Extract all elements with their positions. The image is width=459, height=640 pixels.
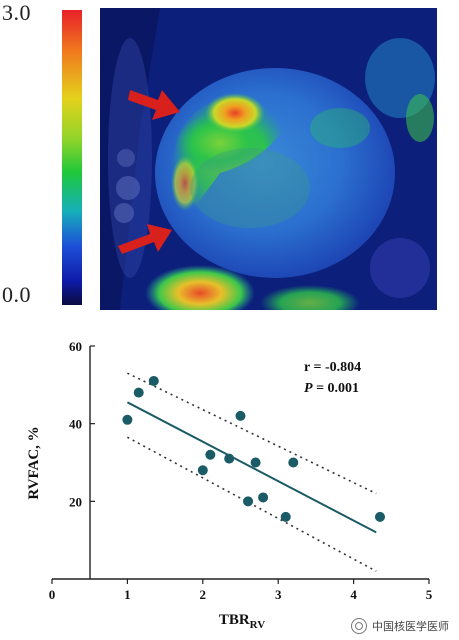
x-tick-label: 5 xyxy=(426,587,433,602)
x-axis-label-main: TBR xyxy=(219,612,250,628)
watermark-text: 中国核医学医师 xyxy=(372,620,449,633)
colorbar-min-label: 0.0 xyxy=(2,282,31,307)
colorbar-max-label: 3.0 xyxy=(2,0,31,25)
data-point xyxy=(280,511,291,522)
data-point xyxy=(288,457,299,468)
x-tick-label: 3 xyxy=(275,587,282,602)
regression-line xyxy=(126,401,377,534)
watermark: 中国核医学医师 xyxy=(351,618,449,634)
y-tick-label: 40 xyxy=(69,417,82,432)
lower-arrow-icon xyxy=(118,224,172,254)
scatter-chart: 20 40 60 0 1 2 3 4 5 r = -0.804 P = 0.001 RVFAC… xyxy=(0,325,459,640)
upper-arrow-icon xyxy=(128,90,180,120)
wechat-logo-icon xyxy=(351,618,367,634)
data-point xyxy=(197,465,208,476)
color-scale-bar xyxy=(62,10,82,305)
data-point xyxy=(250,457,261,468)
y-tick-label: 60 xyxy=(69,339,82,354)
data-point xyxy=(205,449,216,460)
x-tick-label: 0 xyxy=(49,587,56,602)
x-tick-label: 4 xyxy=(350,587,357,602)
data-point xyxy=(258,492,269,503)
y-axis-label: RVFAC, % xyxy=(26,426,42,499)
x-tick-label: 1 xyxy=(124,587,131,602)
data-point xyxy=(148,375,159,386)
p-symbol: P xyxy=(304,381,313,396)
data-point xyxy=(122,414,133,425)
data-point xyxy=(235,410,246,421)
x-tick-label: 2 xyxy=(200,587,207,602)
data-point xyxy=(243,496,254,507)
p-number: = 0.001 xyxy=(313,381,359,396)
x-axis-label-sub: RV xyxy=(250,619,266,631)
ci-lower-line xyxy=(127,436,377,572)
x-axis-label: TBRRV xyxy=(219,612,265,631)
p-value: P = 0.001 xyxy=(304,381,359,396)
data-point xyxy=(224,453,235,464)
data-point xyxy=(133,387,144,398)
r-value: r = -0.804 xyxy=(304,360,361,375)
cardiac-pet-ct-image xyxy=(100,8,437,310)
data-point xyxy=(374,511,385,522)
y-tick-label: 20 xyxy=(69,494,82,509)
ci-upper-line xyxy=(127,372,377,495)
